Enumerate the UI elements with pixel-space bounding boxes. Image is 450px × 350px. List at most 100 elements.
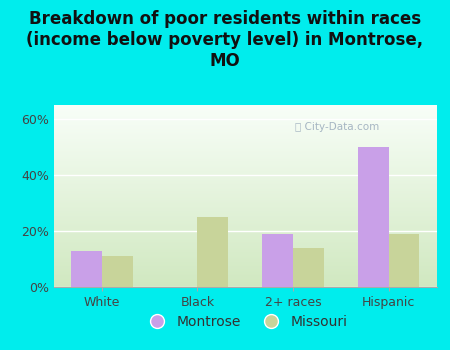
Bar (54, 156, 436, 157)
Bar (54, 168, 436, 169)
Bar (54, 278, 436, 279)
Bar (54, 138, 436, 139)
Bar (54, 244, 436, 245)
Bar (54, 116, 436, 117)
Bar (198, 217, 228, 287)
Bar (102, 256, 133, 287)
Bar (54, 281, 436, 282)
Bar (54, 220, 436, 222)
Bar (54, 122, 436, 123)
Bar (54, 128, 436, 129)
Bar (54, 247, 436, 248)
Bar (54, 131, 436, 132)
Bar (358, 147, 388, 287)
Bar (54, 119, 436, 120)
Bar (54, 108, 436, 110)
Bar (54, 185, 436, 186)
Bar (54, 112, 436, 113)
Bar (54, 111, 436, 112)
Bar (54, 202, 436, 203)
Bar (54, 123, 436, 124)
Bar (54, 193, 436, 194)
Bar (54, 277, 436, 278)
Bar (54, 135, 436, 136)
Bar (54, 169, 436, 170)
Bar (54, 195, 436, 196)
Bar (54, 212, 436, 213)
Bar (54, 154, 436, 155)
Bar (54, 161, 436, 162)
Bar (54, 272, 436, 273)
Bar (54, 159, 436, 160)
Bar (54, 256, 436, 257)
Bar (54, 206, 436, 207)
Bar (54, 235, 436, 236)
Bar (54, 251, 436, 252)
Bar (54, 157, 436, 158)
Bar (54, 273, 436, 274)
Bar (54, 224, 436, 225)
Bar (54, 201, 436, 202)
Bar (54, 176, 436, 177)
Bar (54, 240, 436, 241)
Bar (54, 243, 436, 244)
Bar (54, 241, 436, 243)
Bar (54, 276, 436, 277)
Bar (54, 269, 436, 270)
Bar (54, 252, 436, 253)
Bar (54, 223, 436, 224)
Bar (54, 258, 436, 259)
Bar (54, 255, 436, 256)
Bar (54, 147, 436, 148)
Bar (54, 150, 436, 152)
Bar (262, 234, 293, 287)
Bar (54, 267, 436, 268)
Bar (54, 167, 436, 168)
Bar (54, 238, 436, 239)
Legend: Montrose, Missouri: Montrose, Missouri (137, 309, 353, 335)
Bar (54, 170, 436, 172)
Bar (54, 197, 436, 198)
Bar (54, 268, 436, 269)
Bar (54, 183, 436, 184)
Bar (54, 279, 436, 280)
Bar (54, 136, 436, 137)
Bar (54, 145, 436, 146)
Bar (54, 117, 436, 118)
Bar (54, 245, 436, 246)
Bar (54, 120, 436, 121)
Bar (54, 113, 436, 114)
Bar (54, 265, 436, 266)
Bar (54, 118, 436, 119)
Bar (54, 203, 436, 204)
Bar (54, 216, 436, 217)
Bar (54, 228, 436, 229)
Bar (54, 234, 436, 235)
Bar (54, 214, 436, 215)
Bar (54, 208, 436, 209)
Bar (54, 196, 436, 197)
Bar (54, 198, 436, 199)
Bar (54, 210, 436, 211)
Bar (72, 251, 102, 287)
Bar (54, 142, 436, 143)
Bar (54, 148, 436, 149)
Bar (54, 218, 436, 219)
Bar (54, 254, 436, 255)
Bar (54, 259, 436, 260)
Bar (54, 166, 436, 167)
Bar (54, 153, 436, 154)
Bar (54, 284, 436, 285)
Bar (54, 164, 436, 165)
Bar (54, 261, 436, 262)
Bar (54, 179, 436, 180)
Bar (54, 173, 436, 174)
Bar (54, 236, 436, 237)
Bar (54, 205, 436, 206)
Bar (54, 184, 436, 185)
Bar (54, 160, 436, 161)
Bar (388, 234, 419, 287)
Bar (54, 121, 436, 122)
Bar (54, 246, 436, 247)
Bar (54, 233, 436, 234)
